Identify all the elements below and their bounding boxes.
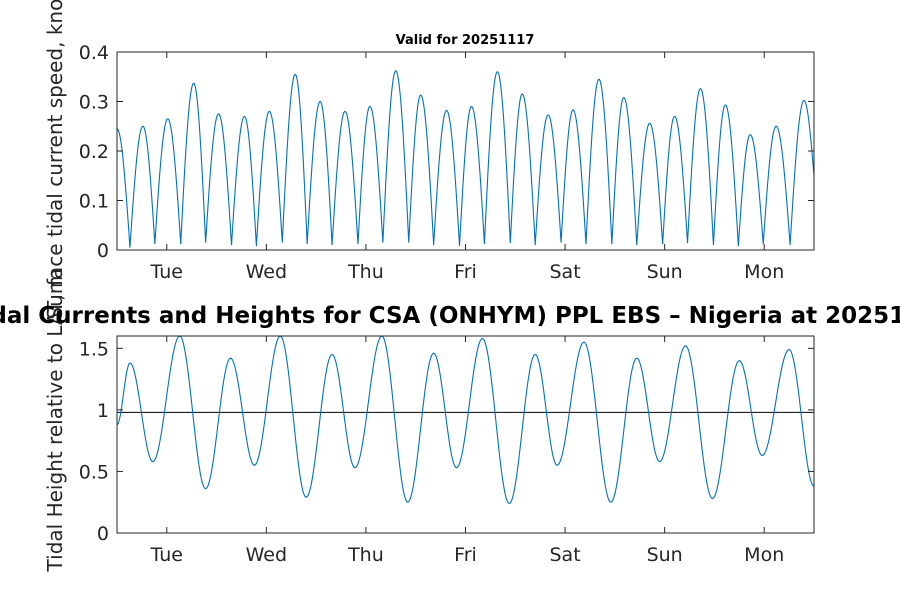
tidal-height-axes: 0 0.5 1 1.5 Tue Wed Thu Fri Sat Sun Mon Tidal Hei… bbox=[43, 269, 815, 573]
tidal-height-x-ticks: Tue Wed Thu Fri Sat Sun Mon bbox=[150, 336, 784, 566]
current-speed-y-tick-label: 0.1 bbox=[79, 191, 109, 213]
tidal-height-y-axis-label: Tidal Height relative to LAT, m bbox=[43, 269, 67, 573]
current-speed-x-tick-label: Wed bbox=[246, 261, 287, 283]
current-speed-y-tick-label: 0.4 bbox=[79, 42, 109, 64]
current-speed-x-tick-label: Mon bbox=[744, 261, 784, 283]
current-speed-x-tick-label: Thu bbox=[347, 261, 384, 283]
current-speed-title: Valid for 20251117 bbox=[396, 33, 535, 48]
current-speed-y-tick-label: 0.3 bbox=[79, 92, 109, 114]
tidal-height-x-tick-label: Sun bbox=[647, 544, 683, 566]
tidal-height-x-tick-label: Wed bbox=[246, 544, 287, 566]
tidal-height-y-tick-label: 1 bbox=[97, 400, 109, 422]
tidal-height-x-tick-label: Tue bbox=[150, 544, 183, 566]
tidal-height-x-tick-label: Thu bbox=[347, 544, 384, 566]
current-speed-x-tick-label: Sun bbox=[647, 261, 683, 283]
current-speed-x-ticks: Tue Wed Thu Fri Sat Sun Mon bbox=[150, 52, 784, 283]
tidal-height-y-tick-label: 1.5 bbox=[79, 338, 109, 360]
tidal-height-x-tick-label: Fri bbox=[454, 544, 477, 566]
tidal-height-series-group bbox=[116, 335, 815, 505]
current-speed-y-axis-label: Surface tidal current speed, knots bbox=[43, 0, 67, 320]
current-speed-y-ticks: 0 0.1 0.2 0.3 0.4 bbox=[79, 42, 814, 262]
tidal-height-x-tick-label: Sat bbox=[549, 544, 580, 566]
current-speed-axes: 0 0.1 0.2 0.3 0.4 Tue Wed Thu Fri Sat Sun Mon Vali… bbox=[43, 0, 815, 320]
tidal-height-y-ticks: 0 0.5 1 1.5 bbox=[79, 338, 814, 545]
tidal-height-y-tick-label: 0.5 bbox=[79, 461, 109, 483]
tidal-height-series-line bbox=[116, 335, 815, 505]
main-title: Tidal Currents and Heights for CSA (ONHY… bbox=[0, 303, 900, 329]
tidal-height-y-tick-label: 0 bbox=[97, 523, 109, 545]
current-speed-y-tick-label: 0 bbox=[97, 240, 109, 262]
current-speed-x-tick-label: Tue bbox=[150, 261, 183, 283]
tidal-height-x-tick-label: Mon bbox=[744, 544, 784, 566]
current-speed-series-group bbox=[116, 70, 815, 248]
current-speed-x-tick-label: Fri bbox=[454, 261, 477, 283]
current-speed-y-tick-label: 0.2 bbox=[79, 141, 109, 163]
current-speed-x-tick-label: Sat bbox=[549, 261, 580, 283]
current-speed-series-line bbox=[116, 70, 815, 248]
